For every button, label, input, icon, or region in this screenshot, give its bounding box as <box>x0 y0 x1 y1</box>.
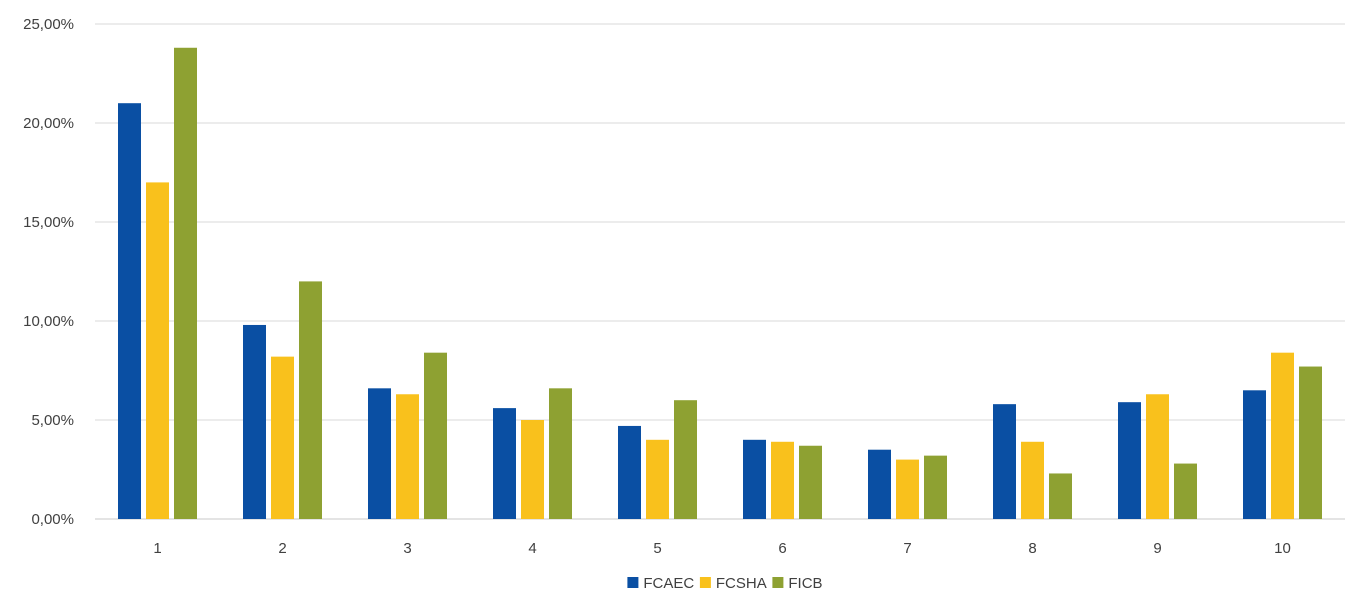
bar-ficb-7 <box>924 455 947 519</box>
bar-fcsha-8 <box>1021 441 1044 519</box>
bar-ficb-1 <box>174 47 197 519</box>
y-tick-label: 15,00% <box>23 214 74 231</box>
bar-fcsha-2 <box>271 356 294 519</box>
bar-fcaec-10 <box>1243 390 1266 519</box>
bars <box>118 47 1322 519</box>
bar-fcaec-8 <box>993 404 1016 519</box>
bar-ficb-8 <box>1049 473 1072 519</box>
bar-fcsha-7 <box>896 459 919 519</box>
x-tick-label: 5 <box>653 540 661 557</box>
legend-label-ficb: FICB <box>788 575 822 592</box>
y-tick-label: 25,00% <box>23 16 74 33</box>
x-tick-label: 1 <box>153 540 161 557</box>
bar-fcaec-1 <box>118 103 141 519</box>
bar-fcaec-9 <box>1118 402 1141 519</box>
bar-fcaec-4 <box>493 408 516 519</box>
x-tick-label: 8 <box>1028 540 1036 557</box>
x-axis-ticks: 1 2 3 4 5 6 7 8 9 10 <box>153 540 1291 557</box>
legend-label-fcaec: FCAEC <box>643 575 694 592</box>
legend-swatch-ficb <box>772 577 784 588</box>
bar-fcaec-3 <box>368 388 391 519</box>
bar-ficb-2 <box>299 281 322 519</box>
bar-fcaec-6 <box>743 439 766 519</box>
x-tick-label: 10 <box>1274 540 1291 557</box>
bar-fcaec-7 <box>868 449 891 519</box>
bar-ficb-4 <box>549 388 572 519</box>
bar-fcsha-1 <box>146 182 169 519</box>
bar-ficb-9 <box>1174 463 1197 519</box>
x-tick-label: 3 <box>403 540 411 557</box>
bar-fcsha-4 <box>521 420 544 519</box>
legend-swatch-fcsha <box>699 577 711 588</box>
bar-ficb-10 <box>1299 366 1322 519</box>
bar-ficb-6 <box>799 445 822 519</box>
x-tick-label: 6 <box>778 540 786 557</box>
y-tick-label: 20,00% <box>23 115 74 132</box>
y-tick-label: 5,00% <box>31 412 74 429</box>
y-axis-ticks: 0,00% 5,00% 10,00% 15,00% 20,00% 25,00% <box>23 16 74 528</box>
bar-fcsha-9 <box>1146 394 1169 519</box>
bar-fcsha-6 <box>771 441 794 519</box>
bar-fcaec-2 <box>243 324 266 519</box>
x-tick-label: 2 <box>278 540 286 557</box>
legend: FCAEC FCSHA FICB <box>627 575 823 592</box>
x-tick-label: 9 <box>1153 540 1161 557</box>
legend-label-fcsha: FCSHA <box>716 575 767 592</box>
bar-fcsha-5 <box>646 439 669 519</box>
bar-fcsha-10 <box>1271 352 1294 519</box>
bar-ficb-5 <box>674 400 697 519</box>
bar-ficb-3 <box>424 352 447 519</box>
y-tick-label: 10,00% <box>23 313 74 330</box>
legend-swatch-fcaec <box>627 577 639 588</box>
x-tick-label: 7 <box>903 540 911 557</box>
y-tick-label: 0,00% <box>31 511 74 528</box>
x-tick-label: 4 <box>528 540 536 557</box>
bar-fcaec-5 <box>618 425 641 519</box>
bar-fcsha-3 <box>396 394 419 519</box>
